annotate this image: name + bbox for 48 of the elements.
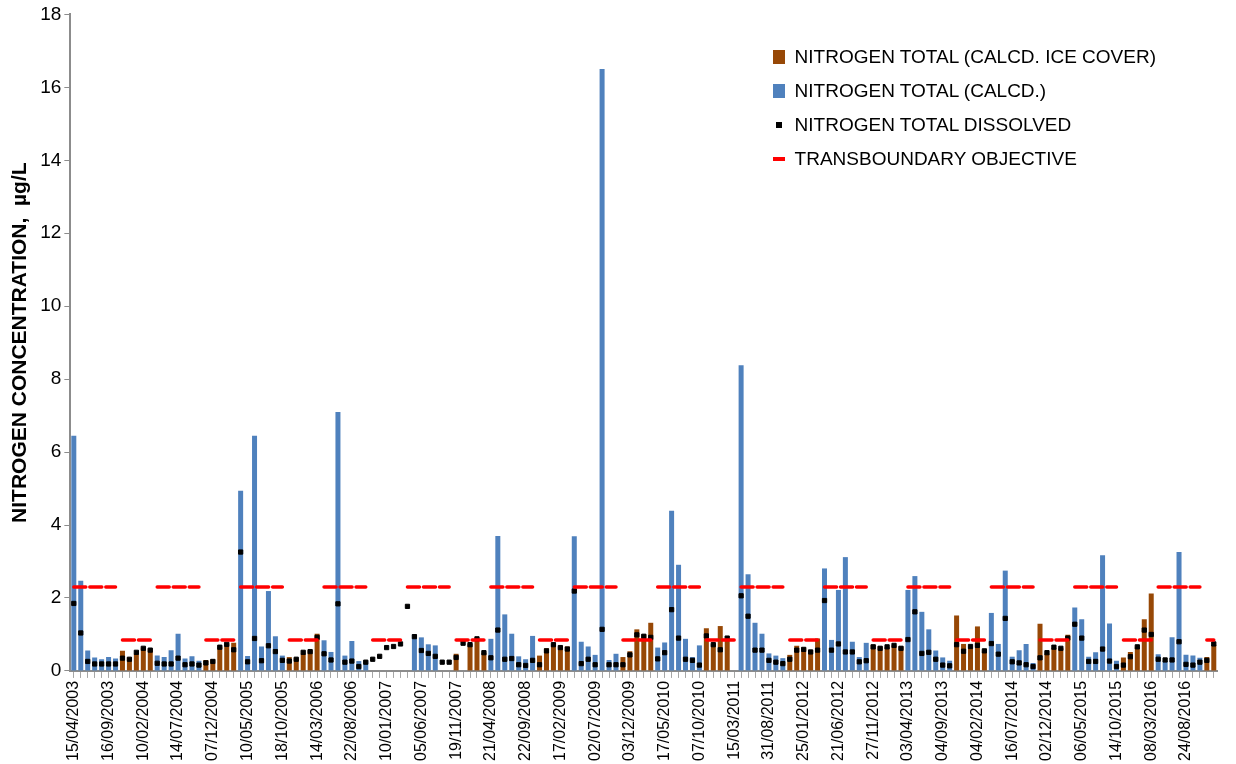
x-tick-label: 25/01/2012 (794, 680, 812, 761)
x-tick-label: 14/03/2006 (307, 680, 325, 761)
x-tick-label: 27/11/2012 (863, 680, 881, 760)
x-tick-label: 02/07/2009 (585, 680, 603, 761)
x-tick-label: 04/02/2014 (967, 680, 985, 761)
y-tick-label: 12 (40, 221, 62, 243)
x-tick-label: 19/11/2007 (446, 680, 464, 760)
x-tick-label: 17/05/2010 (655, 680, 673, 761)
x-tick-label: 22/09/2008 (516, 680, 534, 761)
x-tick-label: 16/09/2003 (98, 680, 116, 761)
y-tick-label: 4 (50, 513, 62, 535)
y-tick-label: 10 (40, 294, 62, 316)
x-tick-label: 22/08/2006 (342, 680, 360, 761)
x-tick-label: 07/12/2004 (203, 680, 221, 761)
x-tick-label: 16/07/2014 (1002, 680, 1020, 761)
x-tick-label: 08/03/2016 (1141, 680, 1159, 761)
legend-label: TRANSBOUNDARY OBJECTIVE (794, 148, 1077, 170)
y-tick-label: 16 (40, 75, 62, 97)
x-tick-label: 24/08/2016 (1176, 680, 1194, 761)
y-tick-label: 18 (40, 2, 62, 24)
y-tick-label: 2 (50, 586, 62, 608)
y-tick-label: 6 (50, 440, 62, 462)
x-tick-label: 04/09/2013 (933, 680, 951, 761)
x-tick-label: 10/02/2004 (133, 680, 151, 761)
y-tick-label: 0 (50, 659, 62, 681)
x-tick-label: 10/01/2007 (377, 680, 395, 761)
x-tick-label: 31/08/2011 (759, 680, 777, 760)
x-tick-label: 15/03/2011 (724, 680, 742, 760)
x-tick-label: 21/04/2008 (481, 680, 499, 761)
x-tick-label: 03/04/2013 (898, 680, 916, 761)
x-tick-label: 07/10/2010 (689, 680, 707, 761)
x-tick-label: 21/06/2012 (828, 680, 846, 761)
x-tick-label: 02/12/2014 (1037, 680, 1055, 761)
legend-label: NITROGEN TOTAL (CALCD. ICE COVER) (794, 46, 1156, 68)
x-tick-label: 14/10/2015 (1106, 680, 1124, 761)
x-tick-label: 14/07/2004 (168, 680, 186, 761)
y-tick-label: 14 (40, 148, 62, 170)
x-tick-label: 05/06/2007 (411, 680, 429, 761)
legend-label: NITROGEN TOTAL (CALCD.) (794, 80, 1047, 102)
x-tick-label: 10/05/2005 (237, 680, 255, 761)
x-tick-label: 06/05/2015 (1072, 680, 1090, 761)
x-tick-label: 18/10/2005 (272, 680, 290, 761)
y-axis-title: NITROGEN CONCENTRATION, µg/L (7, 162, 31, 523)
x-tick-label: 15/04/2003 (64, 680, 82, 761)
y-tick-label: 8 (50, 367, 62, 389)
x-tick-label: 17/02/2009 (550, 680, 568, 761)
legend-label: NITROGEN TOTAL DISSOLVED (794, 114, 1072, 136)
x-tick-label: 03/12/2009 (620, 680, 638, 761)
